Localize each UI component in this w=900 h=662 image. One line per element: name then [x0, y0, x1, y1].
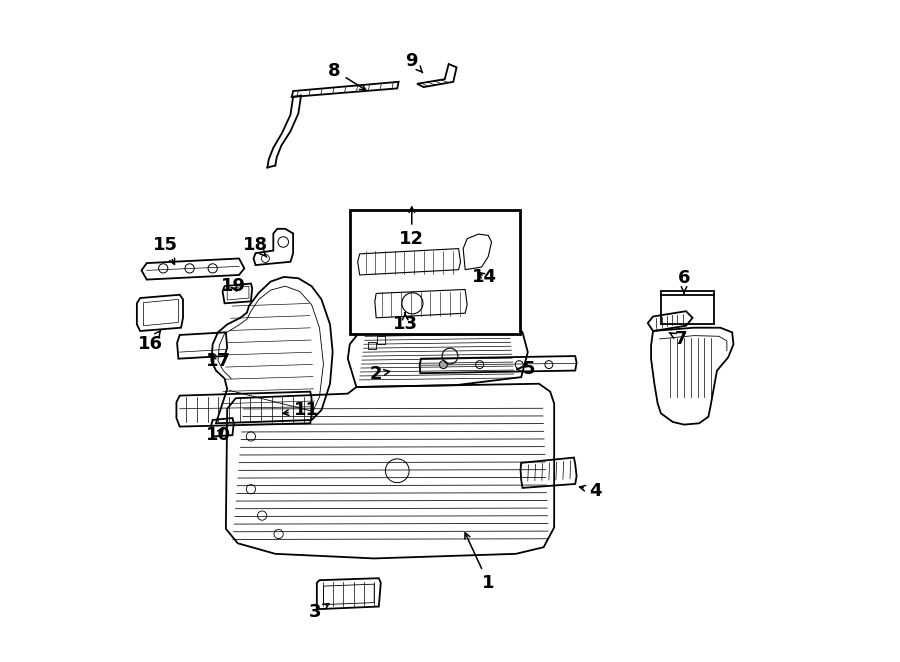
- Bar: [368, 342, 376, 350]
- Text: 3: 3: [309, 604, 328, 622]
- Bar: [377, 336, 384, 344]
- Text: 4: 4: [580, 481, 601, 500]
- Text: 1: 1: [465, 533, 494, 592]
- Bar: [350, 211, 520, 334]
- Text: 18: 18: [243, 236, 268, 257]
- Text: 12: 12: [400, 207, 424, 248]
- Text: 8: 8: [328, 62, 365, 90]
- Text: 2: 2: [370, 365, 390, 383]
- Text: 11: 11: [283, 401, 319, 419]
- Text: 16: 16: [138, 330, 163, 354]
- Text: 13: 13: [392, 312, 418, 334]
- Text: 6: 6: [678, 269, 690, 293]
- Text: 7: 7: [670, 330, 687, 348]
- Text: 10: 10: [205, 426, 230, 444]
- Text: 5: 5: [517, 360, 535, 378]
- Text: 17: 17: [205, 352, 230, 369]
- Text: 14: 14: [472, 268, 497, 286]
- Text: 15: 15: [153, 236, 177, 264]
- Text: 9: 9: [406, 52, 423, 73]
- Text: 19: 19: [221, 277, 247, 295]
